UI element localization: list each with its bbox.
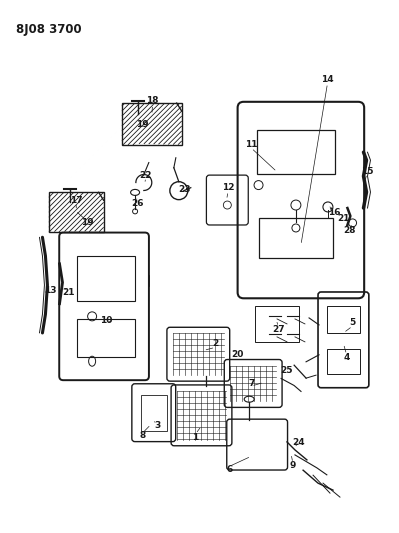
Text: 3: 3 <box>155 422 161 431</box>
Text: 10: 10 <box>100 316 112 325</box>
Text: 4: 4 <box>344 353 350 362</box>
Text: 9: 9 <box>290 462 296 470</box>
Bar <box>327 306 359 333</box>
Text: 17: 17 <box>70 196 83 205</box>
Text: 27: 27 <box>272 325 284 334</box>
Bar <box>327 349 359 374</box>
Text: 1: 1 <box>192 433 199 442</box>
Bar <box>77 319 136 357</box>
Text: 19: 19 <box>136 119 148 128</box>
Text: 23: 23 <box>178 185 191 194</box>
Bar <box>77 256 136 301</box>
Bar <box>259 217 333 259</box>
Bar <box>140 394 167 431</box>
Text: 22: 22 <box>140 171 152 180</box>
Text: 28: 28 <box>344 226 356 235</box>
Bar <box>122 103 182 145</box>
Text: 25: 25 <box>281 366 293 375</box>
Text: 21: 21 <box>337 214 350 223</box>
Text: 14: 14 <box>321 75 334 84</box>
Bar <box>49 192 104 232</box>
Text: 21: 21 <box>62 287 75 296</box>
Text: 6: 6 <box>226 465 233 474</box>
Text: 26: 26 <box>132 199 144 208</box>
Text: 15: 15 <box>361 167 373 176</box>
Text: 8: 8 <box>140 431 146 440</box>
Text: 16: 16 <box>328 208 340 217</box>
Text: 19: 19 <box>81 219 94 228</box>
Text: 24: 24 <box>292 439 304 448</box>
Bar <box>255 306 299 342</box>
Text: 5: 5 <box>350 318 356 327</box>
Text: 11: 11 <box>245 140 257 149</box>
Bar <box>257 130 335 174</box>
Text: 7: 7 <box>248 379 255 388</box>
Text: 12: 12 <box>222 183 234 192</box>
Text: 8J08 3700: 8J08 3700 <box>16 22 81 36</box>
Text: 13: 13 <box>44 286 57 295</box>
Text: 2: 2 <box>212 339 219 348</box>
Text: 18: 18 <box>146 96 159 105</box>
Text: 20: 20 <box>231 350 243 359</box>
